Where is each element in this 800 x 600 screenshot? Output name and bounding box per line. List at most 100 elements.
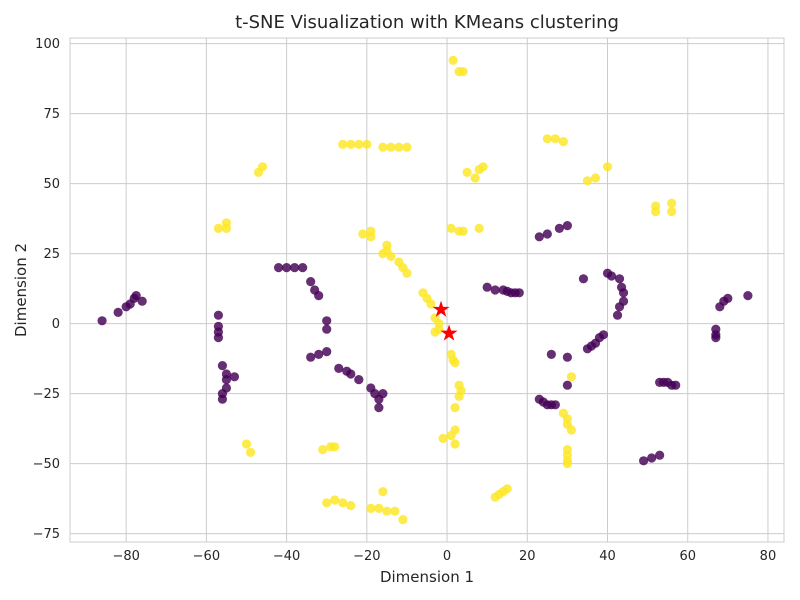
cluster-1-point [378,143,387,152]
cluster-1-point [479,162,488,171]
cluster-1-point [471,173,480,182]
cluster-0-point [555,224,564,233]
cluster-1-point [214,224,223,233]
cluster-0-point [274,263,283,272]
cluster-1-point [258,162,267,171]
cluster-0-point [613,311,622,320]
cluster-1-point [366,232,375,241]
cluster-1-point [446,224,455,233]
cluster-0-point [615,302,624,311]
cluster-0-point [671,381,680,390]
cluster-1-point [603,162,612,171]
cluster-0-point [543,229,552,238]
cluster-0-point [354,375,363,384]
cluster-0-point [599,330,608,339]
x-tick-label: −80 [112,549,139,564]
cluster-1-point [438,434,447,443]
cluster-0-point [334,364,343,373]
cluster-1-point [354,140,363,149]
cluster-1-point [358,229,367,238]
cluster-1-point [322,498,331,507]
x-tick-label: 40 [599,549,616,564]
cluster-0-point [322,347,331,356]
cluster-0-point [743,291,752,300]
cluster-1-point [559,137,568,146]
cluster-1-point [246,448,255,457]
cluster-0-point [306,277,315,286]
cluster-1-point [459,67,468,76]
cluster-0-point [114,308,123,317]
x-tick-label: −20 [353,549,380,564]
y-tick-label: 50 [43,177,60,192]
cluster-1-point [338,140,347,149]
cluster-0-point [483,283,492,292]
y-tick-label: 75 [43,107,60,122]
y-tick-label: 0 [52,317,60,332]
cluster-0-point [647,453,656,462]
cluster-1-point [402,143,411,152]
cluster-1-point [386,143,395,152]
cluster-1-point [366,504,375,513]
y-axis-ticks: −75−50−250255075100 [33,37,60,542]
cluster-1-point [390,507,399,516]
cluster-1-point [448,56,457,65]
cluster-1-point [450,439,459,448]
cluster-0-point [515,288,524,297]
cluster-0-point [322,316,331,325]
cluster-1-point [450,425,459,434]
chart-title: t-SNE Visualization with KMeans clusteri… [235,12,619,33]
cluster-0-point [290,263,299,272]
cluster-1-point [459,227,468,236]
cluster-1-point [402,269,411,278]
cluster-0-point [563,381,572,390]
cluster-0-point [607,271,616,280]
cluster-1-point [382,241,391,250]
cluster-1-point [242,439,251,448]
x-axis-title: Dimension 1 [380,568,474,586]
cluster-1-point [346,140,355,149]
y-tick-label: 25 [43,247,60,262]
cluster-1-point [651,207,660,216]
cluster-0-point [346,369,355,378]
cluster-1-point [591,173,600,182]
cluster-0-point [138,297,147,306]
cluster-0-point [378,389,387,398]
cluster-0-point [322,325,331,334]
cluster-0-point [218,361,227,370]
y-axis-title: Dimension 2 [12,243,30,337]
cluster-0-point [374,403,383,412]
cluster-1-point [667,207,676,216]
x-axis-ticks: −80 −60 −40 −20 0 20 40 60 80 [112,549,776,564]
cluster-0-point [282,263,291,272]
x-tick-label: 0 [443,549,451,564]
cluster-1-point [382,507,391,516]
x-tick-label: 80 [760,549,777,564]
cluster-1-point [551,134,560,143]
cluster-0-point [563,221,572,230]
cluster-1-point [475,224,484,233]
x-tick-label: −60 [193,549,220,564]
cluster-0-point [218,395,227,404]
cluster-1-point [450,403,459,412]
cluster-0-point [298,263,307,272]
x-tick-label: 20 [519,549,536,564]
cluster-0-point [97,316,106,325]
cluster-1-point [567,372,576,381]
cluster-0-point [222,375,231,384]
cluster-1-point [386,252,395,261]
x-tick-label: 60 [679,549,696,564]
cluster-0-point [711,333,720,342]
cluster-0-point [535,232,544,241]
cluster-1-point [338,498,347,507]
cluster-1-point [667,199,676,208]
cluster-0-point [655,451,664,460]
cluster-0-point [551,400,560,409]
cluster-0-point [314,291,323,300]
y-tick-label: −25 [33,387,60,402]
cluster-1-point [450,358,459,367]
cluster-1-point [374,504,383,513]
cluster-1-point [346,501,355,510]
cluster-1-point [454,392,463,401]
cluster-1-point [430,327,439,336]
